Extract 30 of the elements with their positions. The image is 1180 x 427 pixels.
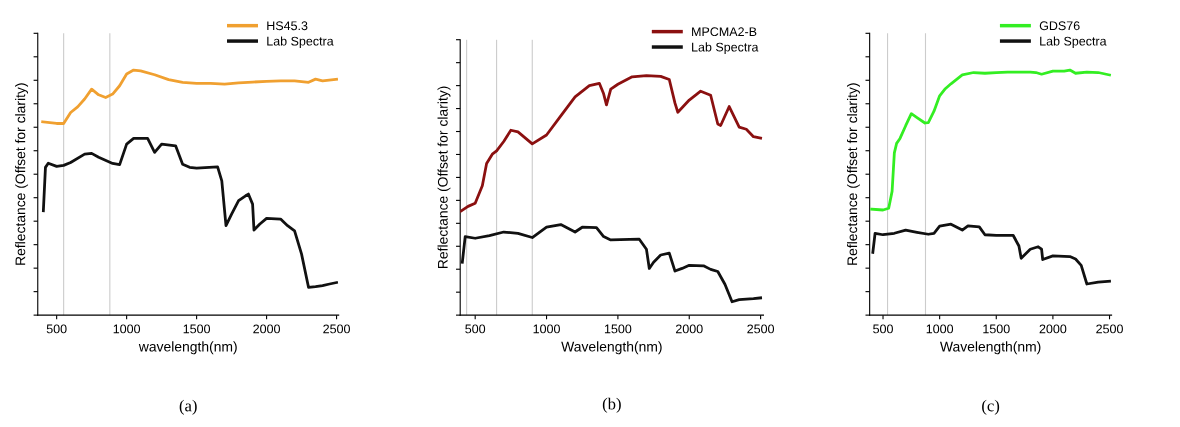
x-tick-label: 2500 (323, 324, 350, 334)
y-axis-title: Reflectance (Offset for clarity) (846, 83, 860, 265)
legend-label: GDS76 (1039, 21, 1080, 31)
x-tick-label: 500 (465, 324, 486, 334)
x-tick-label: 1000 (113, 324, 141, 334)
x-tick-label: 500 (873, 324, 893, 334)
x-tick-label: 2500 (747, 324, 775, 334)
x-tick-label: 1000 (533, 324, 560, 334)
x-axis-title: Wavelength(nm) (561, 341, 662, 355)
x-tick-label: 1500 (183, 324, 211, 334)
legend-label: Lab Spectra (1040, 36, 1107, 49)
y-axis-title: Reflectance (Offset for clarity) (15, 83, 29, 265)
x-axis-title: Wavelength(nm) (939, 341, 1041, 355)
y-axis-title: Reflectance (Offset for clarity) (437, 86, 451, 268)
x-tick-label: 500 (46, 324, 67, 334)
legend-label: Lab Spectra (692, 42, 759, 54)
legend-label: MPCMA2-B (692, 27, 757, 37)
x-tick-label: 2500 (1096, 324, 1123, 334)
x-tick-label: 1000 (926, 324, 954, 334)
x-tick-label: 1500 (604, 324, 632, 334)
x-tick-label: 2000 (1039, 324, 1067, 334)
x-axis-title: wavelength(nm) (138, 341, 237, 355)
x-tick-label: 2000 (675, 324, 703, 334)
x-tick-label: 1500 (983, 324, 1010, 334)
text: (b) (602, 397, 621, 413)
x-tick-label: 2000 (253, 324, 280, 334)
legend-label: HS45.3 (267, 21, 308, 31)
text: (c) (982, 399, 1000, 415)
legend-label: Lab Spectra (267, 36, 334, 49)
text: (a) (179, 399, 197, 415)
